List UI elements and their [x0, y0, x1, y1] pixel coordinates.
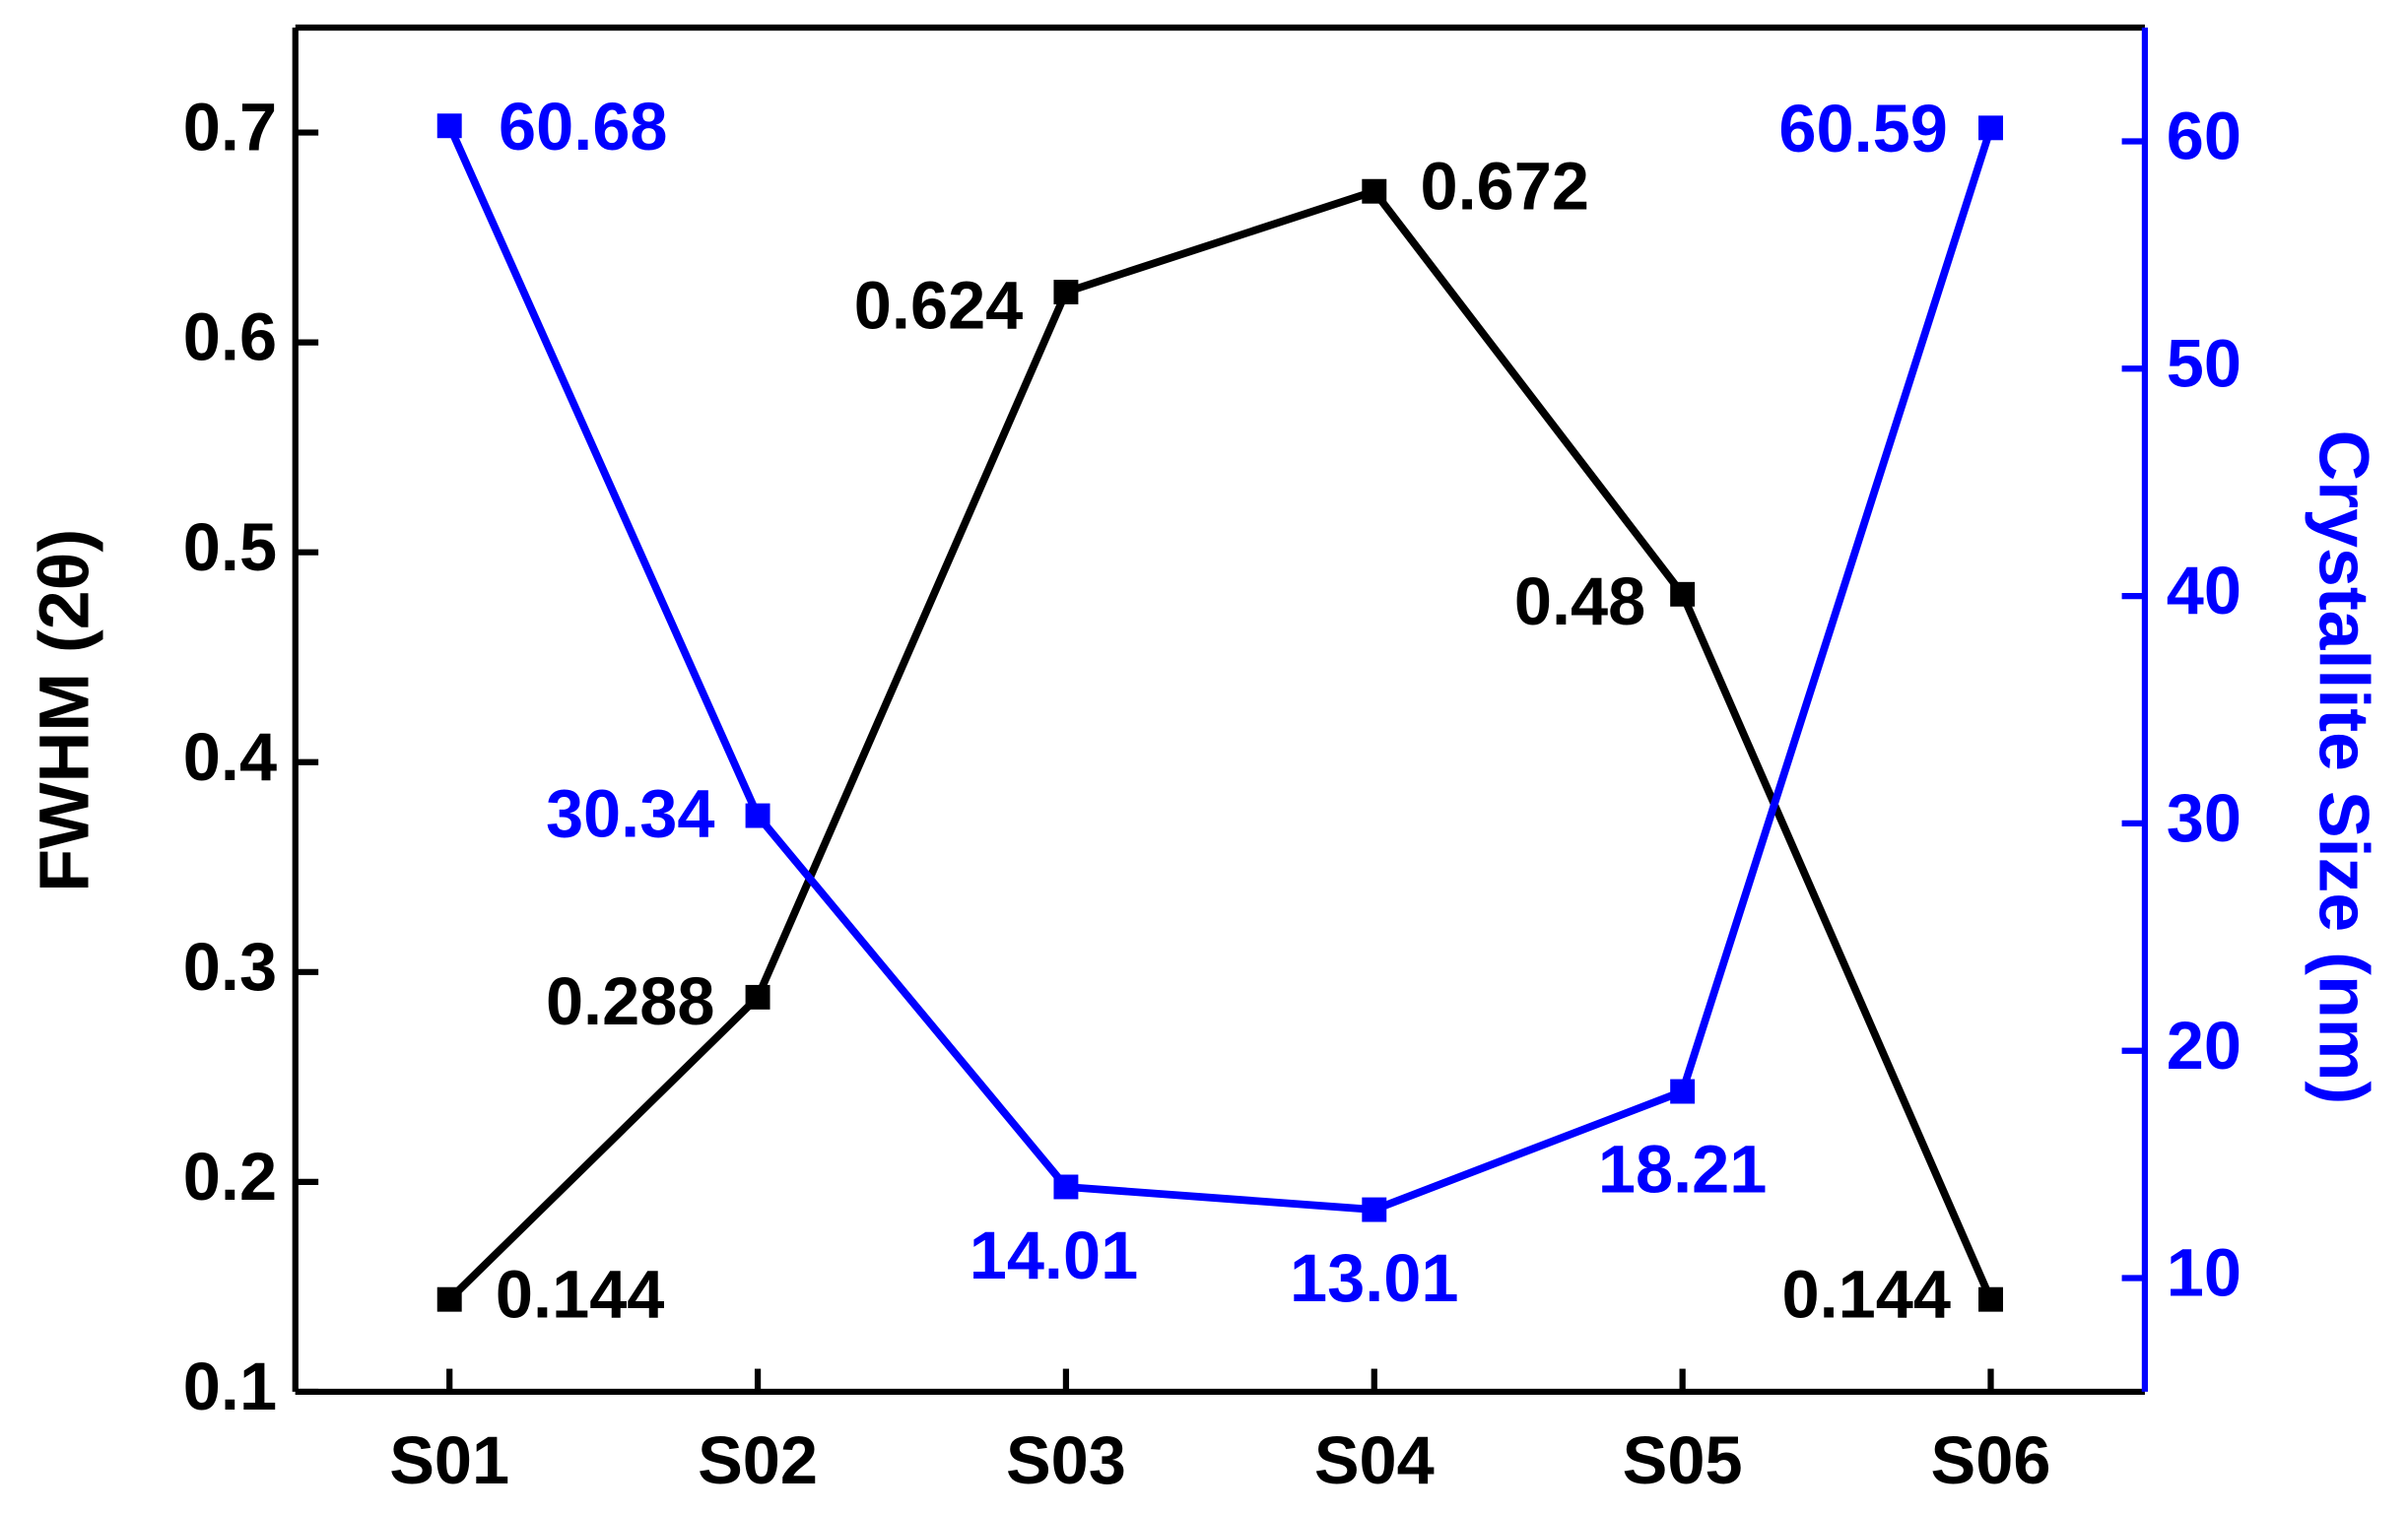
y2-tick-label: 20 — [2167, 1008, 2241, 1084]
data-label: 14.01 — [970, 1217, 1139, 1293]
y-tick-label: 0.6 — [183, 299, 277, 375]
x-tick-label: S03 — [1006, 1422, 1126, 1498]
x-tick-label: S02 — [698, 1422, 818, 1498]
marker — [745, 984, 770, 1010]
y-tick-label: 0.4 — [183, 719, 277, 795]
x-tick-label: S04 — [1314, 1422, 1435, 1498]
data-label: 60.68 — [499, 89, 667, 164]
y2-axis-title: Crystallite Size (nm) — [2304, 430, 2382, 1105]
y2-tick-label: 60 — [2167, 99, 2241, 174]
marker — [1362, 178, 1387, 204]
data-label: 30.34 — [546, 775, 715, 851]
y2-tick-label: 50 — [2167, 325, 2241, 401]
y-tick-label: 0.5 — [183, 509, 277, 585]
marker — [436, 1286, 462, 1312]
marker — [745, 803, 770, 828]
x-tick-label: S06 — [1931, 1422, 2051, 1498]
data-label: 0.288 — [546, 963, 715, 1039]
y2-tick-label: 10 — [2167, 1235, 2241, 1311]
marker — [1978, 1286, 2003, 1312]
y-tick-label: 0.7 — [183, 90, 277, 165]
data-label: 0.144 — [1782, 1256, 1952, 1332]
y-axis-title: FWHM (2θ) — [26, 529, 104, 892]
y-tick-label: 0.3 — [183, 929, 277, 1005]
marker — [1978, 115, 2003, 141]
data-label: 0.672 — [1421, 148, 1590, 224]
data-label: 0.48 — [1514, 563, 1645, 639]
data-label: 13.01 — [1290, 1240, 1459, 1316]
marker — [1053, 280, 1079, 304]
series-line — [446, 186, 1995, 1302]
marker — [1362, 1197, 1387, 1222]
data-label: 0.144 — [496, 1256, 665, 1332]
marker — [1670, 1079, 1696, 1104]
data-label: 0.624 — [854, 267, 1024, 343]
series-line — [445, 124, 1995, 1214]
y-tick-label: 0.2 — [183, 1139, 277, 1215]
x-tick-label: S05 — [1623, 1422, 1743, 1498]
y2-tick-label: 30 — [2167, 780, 2241, 856]
data-label: 60.59 — [1778, 91, 1948, 166]
x-tick-label: S01 — [389, 1422, 509, 1498]
marker — [1670, 581, 1696, 607]
y2-tick-label: 40 — [2167, 553, 2241, 628]
marker — [1053, 1174, 1079, 1200]
y-tick-label: 0.1 — [183, 1349, 277, 1424]
data-label: 18.21 — [1598, 1131, 1768, 1207]
marker — [436, 113, 462, 139]
